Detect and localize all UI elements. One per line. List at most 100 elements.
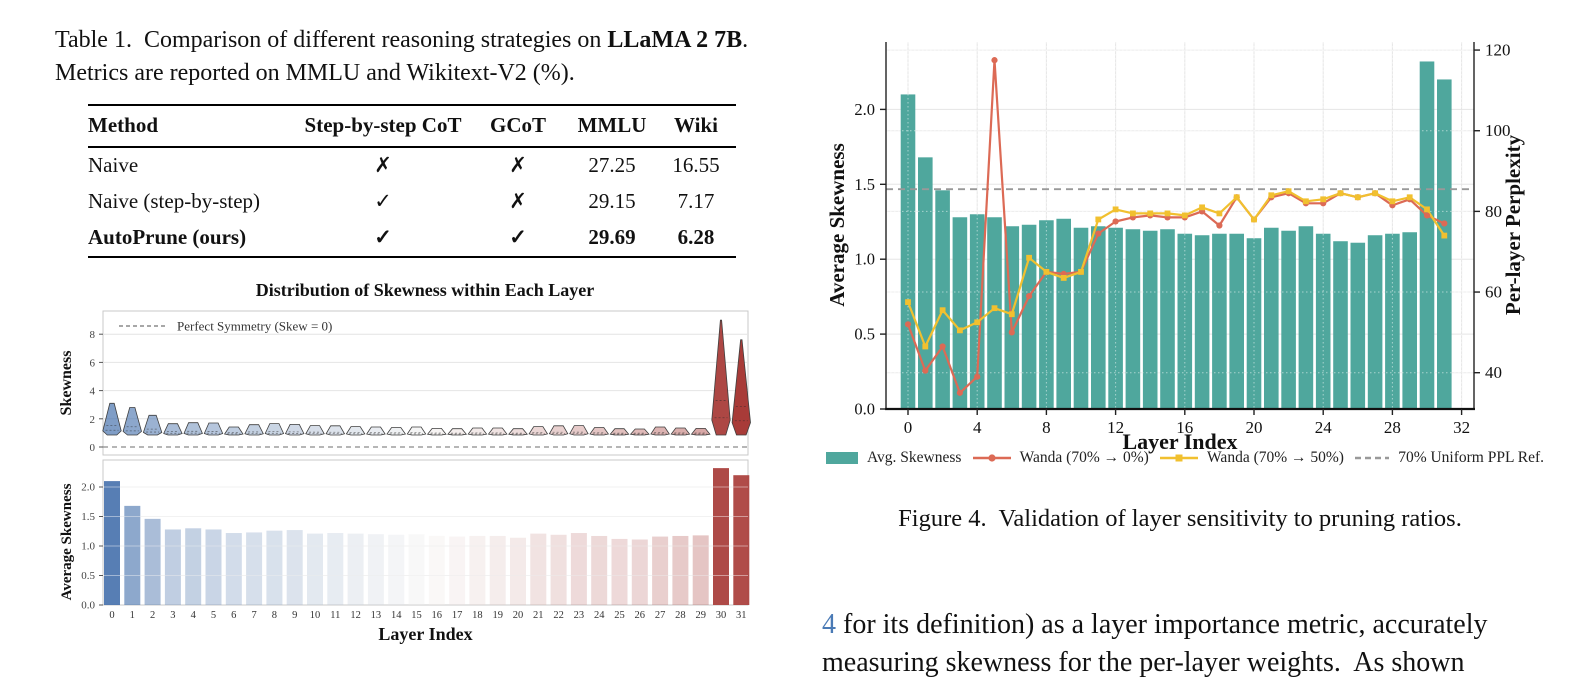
svg-text:Per-layer Perplexity: Per-layer Perplexity [1501, 134, 1525, 315]
svg-text:18: 18 [472, 610, 483, 621]
svg-text:0: 0 [904, 418, 913, 437]
svg-text:26: 26 [635, 610, 646, 621]
figure4-legend: Avg. Skewness Wanda (70% → 0%) Wanda (70… [826, 449, 1544, 467]
svg-text:27: 27 [655, 610, 666, 621]
svg-text:28: 28 [1384, 418, 1401, 437]
skewness-violin-and-bar-chart: 0 2 4 6 8 Perfect Symmetry (Skew = 0) Skewness… [58, 310, 751, 644]
svg-text:100: 100 [1485, 121, 1511, 140]
svg-text:3: 3 [170, 610, 175, 621]
table1-caption-tail: . Metrics are reported on MMLU and Wikit… [55, 27, 755, 86]
reference-link-4[interactable]: 4 [822, 609, 836, 640]
svg-text:29: 29 [695, 610, 706, 621]
table-cell: Naive [88, 153, 139, 177]
yellow-line-marker-icon [1160, 454, 1199, 462]
svg-text:0: 0 [90, 442, 96, 454]
table1-caption-model-name: LLaMA 2 7B [607, 27, 743, 53]
svg-text:1: 1 [130, 610, 135, 621]
legend-item-wanda-50: Wanda (70% → 50%) [1160, 449, 1344, 467]
svg-text:4: 4 [90, 386, 96, 398]
table-cell: 29.15 [588, 189, 636, 213]
figure4-chart: 0.0 0.5 1.0 1.5 2.0 40 60 80 100 120 0 4 8 12 16 20 24 28… [825, 41, 1525, 454]
svg-text:6: 6 [90, 357, 96, 369]
svg-text:Layer Index: Layer Index [1122, 429, 1237, 454]
col-step-by-step-cot: Step-by-step CoT [298, 105, 468, 148]
svg-text:5: 5 [211, 610, 216, 621]
svg-text:Perfect Symmetry (Skew = 0): Perfect Symmetry (Skew = 0) [177, 319, 332, 334]
svg-text:23: 23 [574, 610, 585, 621]
table-cell: AutoPrune (ours) [88, 225, 247, 249]
svg-text:Layer Index: Layer Index [378, 624, 472, 644]
svg-text:12: 12 [350, 610, 361, 621]
gray-dashed-line-icon [1355, 456, 1390, 460]
legend-item-wanda-0: Wanda (70% → 0%) [972, 449, 1149, 467]
legend-item-avg-skewness: Avg. Skewness [826, 449, 961, 467]
svg-text:8: 8 [1042, 418, 1051, 437]
svg-text:Average Skewness: Average Skewness [825, 143, 849, 307]
svg-text:1.5: 1.5 [81, 511, 95, 523]
svg-text:24: 24 [1315, 418, 1333, 437]
col-gcot: GCoT [468, 105, 568, 148]
col-mmlu: MMLU [568, 105, 656, 148]
table1-caption-text: Table 1. Comparison of different reasoni… [55, 27, 608, 53]
col-wiki: Wiki [656, 105, 736, 148]
legend-label: Wanda (70% → 0%) [1019, 449, 1149, 466]
teal-bar-swatch-icon [826, 452, 858, 464]
body-paragraph: 4 for its definition) as a layer importa… [822, 606, 1570, 682]
svg-text:10: 10 [310, 610, 321, 621]
svg-text:2.0: 2.0 [81, 482, 95, 494]
svg-text:17: 17 [452, 610, 463, 621]
svg-text:1.0: 1.0 [81, 541, 95, 553]
svg-text:15: 15 [411, 610, 422, 621]
svg-text:0.5: 0.5 [81, 570, 95, 582]
orange-line-marker-icon [972, 454, 1011, 462]
svg-text:8: 8 [272, 610, 277, 621]
svg-text:30: 30 [716, 610, 727, 621]
table-cell: 7.17 [677, 189, 715, 213]
svg-text:60: 60 [1485, 283, 1502, 302]
figure4-caption: Figure 4. Validation of layer sensitivit… [898, 505, 1462, 532]
svg-text:2.0: 2.0 [854, 100, 875, 119]
svg-text:7: 7 [251, 610, 256, 621]
svg-text:120: 120 [1485, 41, 1511, 60]
table-cell: ✓ [374, 189, 392, 213]
table-cell: ✓ [509, 225, 527, 249]
svg-text:1.0: 1.0 [854, 250, 875, 269]
svg-text:21: 21 [533, 610, 544, 621]
svg-text:13: 13 [371, 610, 382, 621]
table-row: Naive ✗ ✗ 27.25 16.55 [88, 147, 736, 184]
table1-header-row: Method Step-by-step CoT GCoT MMLU Wiki [88, 105, 736, 148]
legend-item-ppl-ref: 70% Uniform PPL Ref. [1355, 449, 1544, 467]
svg-text:6: 6 [231, 610, 236, 621]
svg-text:14: 14 [391, 610, 402, 621]
body-line2: measuring skewness for the per-layer wei… [822, 647, 1465, 678]
body-line1: for its definition) as a layer importanc… [836, 609, 1488, 640]
svg-text:31: 31 [736, 610, 747, 621]
svg-text:0.0: 0.0 [81, 600, 95, 612]
legend-label: Avg. Skewness [867, 449, 962, 466]
svg-text:4: 4 [973, 418, 982, 437]
table-cell: ✗ [509, 189, 527, 213]
svg-text:16: 16 [1176, 418, 1193, 437]
table-cell: 6.28 [677, 225, 715, 249]
svg-text:11: 11 [330, 610, 340, 621]
table-cell: 29.69 [588, 225, 636, 249]
table1-caption: Table 1. Comparison of different reasoni… [55, 24, 761, 90]
svg-text:12: 12 [1107, 418, 1124, 437]
svg-text:8: 8 [90, 329, 96, 341]
svg-text:25: 25 [614, 610, 625, 621]
svg-text:Average Skewness: Average Skewness [59, 483, 75, 600]
left-figure: Distribution of Skewness within Each Lay… [33, 280, 753, 645]
svg-text:20: 20 [513, 610, 524, 621]
table1: Method Step-by-step CoT GCoT MMLU Wiki N… [88, 104, 736, 258]
table-row: Naive (step-by-step) ✓ ✗ 29.15 7.17 [88, 184, 736, 220]
svg-text:Skewness: Skewness [58, 351, 75, 416]
table-cell: ✓ [374, 225, 392, 249]
svg-text:2: 2 [90, 414, 96, 426]
svg-text:40: 40 [1485, 363, 1502, 382]
svg-text:20: 20 [1246, 418, 1263, 437]
svg-text:80: 80 [1485, 202, 1502, 221]
svg-text:32: 32 [1453, 418, 1470, 437]
table-cell: ✗ [374, 153, 392, 177]
table-row: AutoPrune (ours) ✓ ✓ 29.69 6.28 [88, 220, 736, 257]
